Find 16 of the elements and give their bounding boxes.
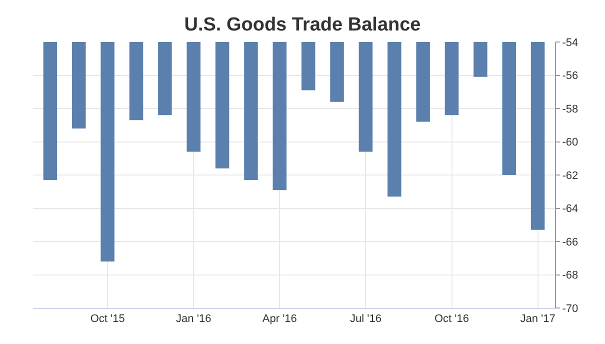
x-tick-label: Oct '16: [434, 313, 470, 326]
chart-title: U.S. Goods Trade Balance: [184, 14, 421, 36]
x-tick-label: Oct '15: [90, 313, 125, 326]
y-tick-label: -62: [562, 170, 578, 182]
y-tick-label: -56: [562, 70, 578, 82]
x-tick-label: Apr '16: [262, 313, 297, 326]
x-tick-label: Jan '16: [176, 313, 212, 326]
y-tick-label: -60: [562, 136, 578, 149]
y-tick-label: -64: [562, 203, 578, 216]
y-tick-label: -68: [562, 270, 578, 282]
x-tick-label: Jul '16: [350, 313, 382, 326]
y-tick-label: -54: [562, 36, 578, 49]
y-tick-label: -58: [562, 103, 578, 116]
y-tick-label: -66: [562, 236, 578, 248]
y-tick-label: -70: [562, 302, 578, 315]
x-tick-label: Jan '17: [520, 313, 556, 326]
